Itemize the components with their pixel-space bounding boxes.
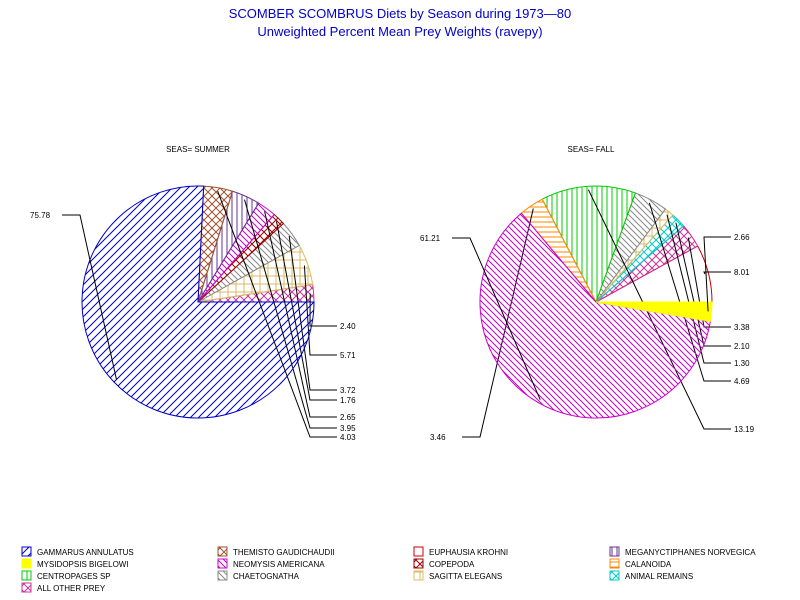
slice-value-label: 61.21 [420, 234, 441, 243]
legend-swatch [413, 546, 424, 557]
legend-item-ch: CHAETOGNATHA [217, 570, 300, 581]
legend-item-ar: ANIMAL REMAINS [609, 570, 693, 581]
leader-line [587, 189, 731, 430]
slice-value-label: 8.01 [734, 268, 750, 277]
slice-value-label: 5.71 [340, 351, 356, 360]
leader-line [703, 271, 731, 275]
legend-swatch [609, 546, 620, 557]
slice-value-label: 3.95 [340, 424, 356, 433]
pie-chart-2: SEAS= FALL 8.01 3.38 2.10 1.30 4.69 13.19 3.46 6… [420, 145, 755, 442]
legend-swatch [609, 570, 620, 581]
legend-swatch [21, 582, 32, 593]
pie-title: SEAS= SUMMER [166, 145, 230, 154]
legend-swatch [217, 546, 228, 557]
leader-line [217, 191, 337, 438]
legend-item-co: COPEPODA [413, 558, 475, 569]
pie-slice-mb [595, 301, 713, 322]
legend-item-mb: MYSIDOPSIS BIGELOWI [21, 558, 129, 569]
chart-title: SCOMBER SCOMBRUS Diets by Season during … [229, 6, 571, 21]
legend-item-ek: EUPHAUSIA KROHNI [413, 546, 508, 557]
slice-value-label: 3.38 [734, 323, 750, 332]
legend-swatch [217, 558, 228, 569]
pie-slice-cs [541, 185, 637, 304]
slice-value-label: 2.65 [340, 413, 356, 422]
legend-label: COPEPODA [429, 560, 475, 569]
legend-swatch [413, 570, 424, 581]
legend-swatch [609, 558, 620, 569]
legend-label: CHAETOGNATHA [233, 572, 300, 581]
legend-label: MYSIDOPSIS BIGELOWI [37, 560, 129, 569]
slice-value-label: 2.40 [340, 322, 356, 331]
leader-line [648, 202, 731, 382]
leader-line [303, 265, 337, 356]
leader-line [675, 222, 731, 347]
leader-line [288, 235, 337, 391]
leader-line [244, 199, 337, 429]
legend-label: ANIMAL REMAINS [625, 572, 693, 581]
slice-value-label: 4.03 [340, 433, 356, 442]
legend-label: ALL OTHER PREY [37, 584, 106, 593]
legend-swatch [413, 558, 424, 569]
legend-item-ca: CALANOIDA [609, 558, 672, 569]
leader-line [452, 237, 541, 400]
slice-value-label: 3.46 [430, 433, 446, 442]
leader-line [62, 214, 117, 380]
legend-label: CENTROPAGES SP [37, 572, 111, 581]
slice-value-label: 2.10 [734, 342, 750, 351]
leader-line [264, 211, 337, 418]
legend-item-op: ALL OTHER PREY [21, 582, 106, 593]
leader-line [703, 236, 731, 312]
chart-subtitle: Unweighted Percent Mean Prey Weights (ra… [257, 24, 542, 39]
slice-value-label: 1.76 [340, 396, 356, 405]
leader-line [666, 214, 731, 364]
legend-item-tg: THEMISTO GAUDICHAUDII [217, 546, 335, 557]
legend-label: NEOMYSIS AMERICANA [233, 560, 325, 569]
slice-value-label: 4.69 [734, 377, 750, 386]
legend-swatch [21, 558, 32, 569]
legend-label: THEMISTO GAUDICHAUDII [233, 548, 335, 557]
legend-label: EUPHAUSIA KROHNI [429, 548, 508, 557]
legend-label: GAMMARUS ANNULATUS [37, 548, 134, 557]
pie-title: SEAS= FALL [568, 145, 615, 154]
pie-chart-1: SEAS= SUMMER 2.40 5.71 3.721.76 2.65 3.954.03… [30, 145, 356, 442]
leader-line [276, 221, 337, 401]
slice-value-label: 3.72 [340, 386, 356, 395]
slice-value-label: 13.19 [734, 425, 755, 434]
legend-item-ga: GAMMARUS ANNULATUS [21, 546, 134, 557]
pie-slice-na [479, 212, 711, 419]
legend-swatch [217, 570, 228, 581]
legend-label: CALANOIDA [625, 560, 672, 569]
legend-item-se: SAGITTA ELEGANS [413, 570, 502, 581]
legend-item-na: NEOMYSIS AMERICANA [217, 558, 325, 569]
legend-item-cs: CENTROPAGES SP [21, 570, 111, 581]
legend-swatch [21, 570, 32, 581]
legend-label: SAGITTA ELEGANS [429, 572, 502, 581]
slice-value-label: 75.78 [30, 211, 51, 220]
slice-value-label: 1.30 [734, 359, 750, 368]
slice-value-label: 2.66 [734, 233, 750, 242]
legend-item-mn: MEGANYCTIPHANES NORVEGICA [609, 546, 756, 557]
pie-slice-ga [81, 185, 315, 419]
legend-label: MEGANYCTIPHANES NORVEGICA [625, 548, 756, 557]
legend-swatch [21, 546, 32, 557]
